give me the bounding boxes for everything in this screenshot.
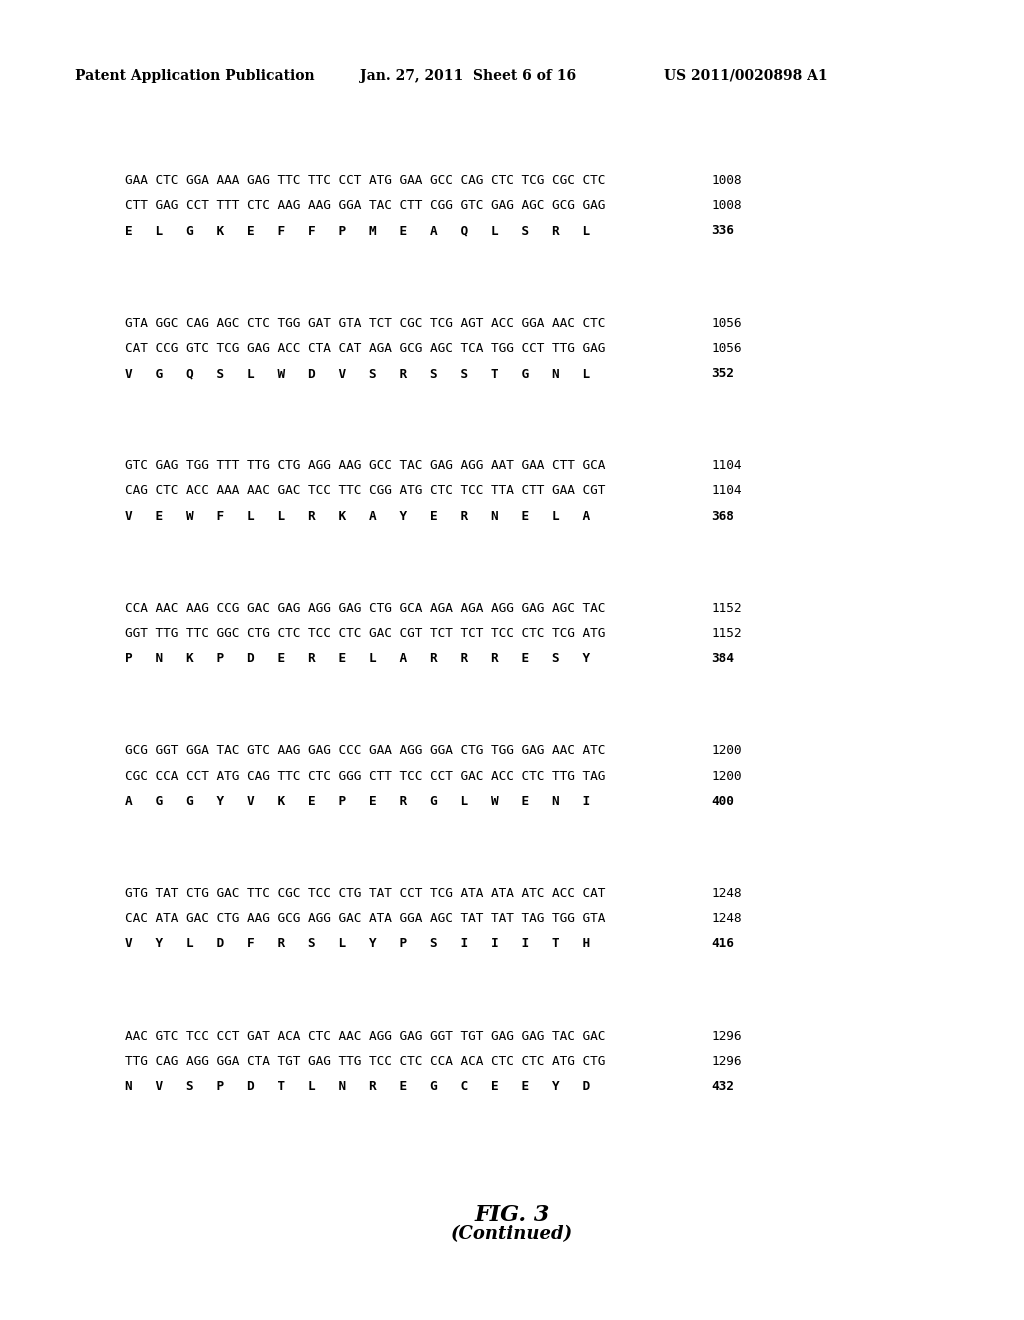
Text: GTG TAT CTG GAC TTC CGC TCC CTG TAT CCT TCG ATA ATA ATC ACC CAT: GTG TAT CTG GAC TTC CGC TCC CTG TAT CCT … [125, 887, 605, 900]
Text: 352: 352 [712, 367, 734, 380]
Text: Jan. 27, 2011  Sheet 6 of 16: Jan. 27, 2011 Sheet 6 of 16 [360, 69, 577, 83]
Text: 336: 336 [712, 224, 734, 238]
Text: GTC GAG TGG TTT TTG CTG AGG AAG GCC TAC GAG AGG AAT GAA CTT GCA: GTC GAG TGG TTT TTG CTG AGG AAG GCC TAC … [125, 459, 605, 473]
Text: 1056: 1056 [712, 342, 742, 355]
Text: V   G   Q   S   L   W   D   V   S   R   S   S   T   G   N   L: V G Q S L W D V S R S S T G N L [125, 367, 590, 380]
Text: CAC ATA GAC CTG AAG GCG AGG GAC ATA GGA AGC TAT TAT TAG TGG GTA: CAC ATA GAC CTG AAG GCG AGG GAC ATA GGA … [125, 912, 605, 925]
Text: 400: 400 [712, 795, 734, 808]
Text: V   E   W   F   L   L   R   K   A   Y   E   R   N   E   L   A: V E W F L L R K A Y E R N E L A [125, 510, 590, 523]
Text: 1200: 1200 [712, 770, 742, 783]
Text: GGT TTG TTC GGC CTG CTC TCC CTC GAC CGT TCT TCT TCC CTC TCG ATG: GGT TTG TTC GGC CTG CTC TCC CTC GAC CGT … [125, 627, 605, 640]
Text: Patent Application Publication: Patent Application Publication [75, 69, 314, 83]
Text: 384: 384 [712, 652, 734, 665]
Text: CCA AAC AAG CCG GAC GAG AGG GAG CTG GCA AGA AGA AGG GAG AGC TAC: CCA AAC AAG CCG GAC GAG AGG GAG CTG GCA … [125, 602, 605, 615]
Text: FIG. 3: FIG. 3 [474, 1204, 550, 1226]
Text: US 2011/0020898 A1: US 2011/0020898 A1 [664, 69, 827, 83]
Text: AAC GTC TCC CCT GAT ACA CTC AAC AGG GAG GGT TGT GAG GAG TAC GAC: AAC GTC TCC CCT GAT ACA CTC AAC AGG GAG … [125, 1030, 605, 1043]
Text: 1104: 1104 [712, 484, 742, 498]
Text: GCG GGT GGA TAC GTC AAG GAG CCC GAA AGG GGA CTG TGG GAG AAC ATC: GCG GGT GGA TAC GTC AAG GAG CCC GAA AGG … [125, 744, 605, 758]
Text: 432: 432 [712, 1080, 734, 1093]
Text: N   V   S   P   D   T   L   N   R   E   G   C   E   E   Y   D: N V S P D T L N R E G C E E Y D [125, 1080, 590, 1093]
Text: 368: 368 [712, 510, 734, 523]
Text: 1008: 1008 [712, 174, 742, 187]
Text: 1248: 1248 [712, 912, 742, 925]
Text: A   G   G   Y   V   K   E   P   E   R   G   L   W   E   N   I: A G G Y V K E P E R G L W E N I [125, 795, 590, 808]
Text: 1296: 1296 [712, 1055, 742, 1068]
Text: 1008: 1008 [712, 199, 742, 213]
Text: P   N   K   P   D   E   R   E   L   A   R   R   R   E   S   Y: P N K P D E R E L A R R R E S Y [125, 652, 590, 665]
Text: 416: 416 [712, 937, 734, 950]
Text: CGC CCA CCT ATG CAG TTC CTC GGG CTT TCC CCT GAC ACC CTC TTG TAG: CGC CCA CCT ATG CAG TTC CTC GGG CTT TCC … [125, 770, 605, 783]
Text: (Continued): (Continued) [451, 1225, 573, 1243]
Text: 1248: 1248 [712, 887, 742, 900]
Text: TTG CAG AGG GGA CTA TGT GAG TTG TCC CTC CCA ACA CTC CTC ATG CTG: TTG CAG AGG GGA CTA TGT GAG TTG TCC CTC … [125, 1055, 605, 1068]
Text: 1296: 1296 [712, 1030, 742, 1043]
Text: GAA CTC GGA AAA GAG TTC TTC CCT ATG GAA GCC CAG CTC TCG CGC CTC: GAA CTC GGA AAA GAG TTC TTC CCT ATG GAA … [125, 174, 605, 187]
Text: GTA GGC CAG AGC CTC TGG GAT GTA TCT CGC TCG AGT ACC GGA AAC CTC: GTA GGC CAG AGC CTC TGG GAT GTA TCT CGC … [125, 317, 605, 330]
Text: 1152: 1152 [712, 602, 742, 615]
Text: CAG CTC ACC AAA AAC GAC TCC TTC CGG ATG CTC TCC TTA CTT GAA CGT: CAG CTC ACC AAA AAC GAC TCC TTC CGG ATG … [125, 484, 605, 498]
Text: CTT GAG CCT TTT CTC AAG AAG GGA TAC CTT CGG GTC GAG AGC GCG GAG: CTT GAG CCT TTT CTC AAG AAG GGA TAC CTT … [125, 199, 605, 213]
Text: CAT CCG GTC TCG GAG ACC CTA CAT AGA GCG AGC TCA TGG CCT TTG GAG: CAT CCG GTC TCG GAG ACC CTA CAT AGA GCG … [125, 342, 605, 355]
Text: E   L   G   K   E   F   F   P   M   E   A   Q   L   S   R   L: E L G K E F F P M E A Q L S R L [125, 224, 590, 238]
Text: V   Y   L   D   F   R   S   L   Y   P   S   I   I   I   T   H: V Y L D F R S L Y P S I I I T H [125, 937, 590, 950]
Text: 1056: 1056 [712, 317, 742, 330]
Text: 1152: 1152 [712, 627, 742, 640]
Text: 1104: 1104 [712, 459, 742, 473]
Text: 1200: 1200 [712, 744, 742, 758]
